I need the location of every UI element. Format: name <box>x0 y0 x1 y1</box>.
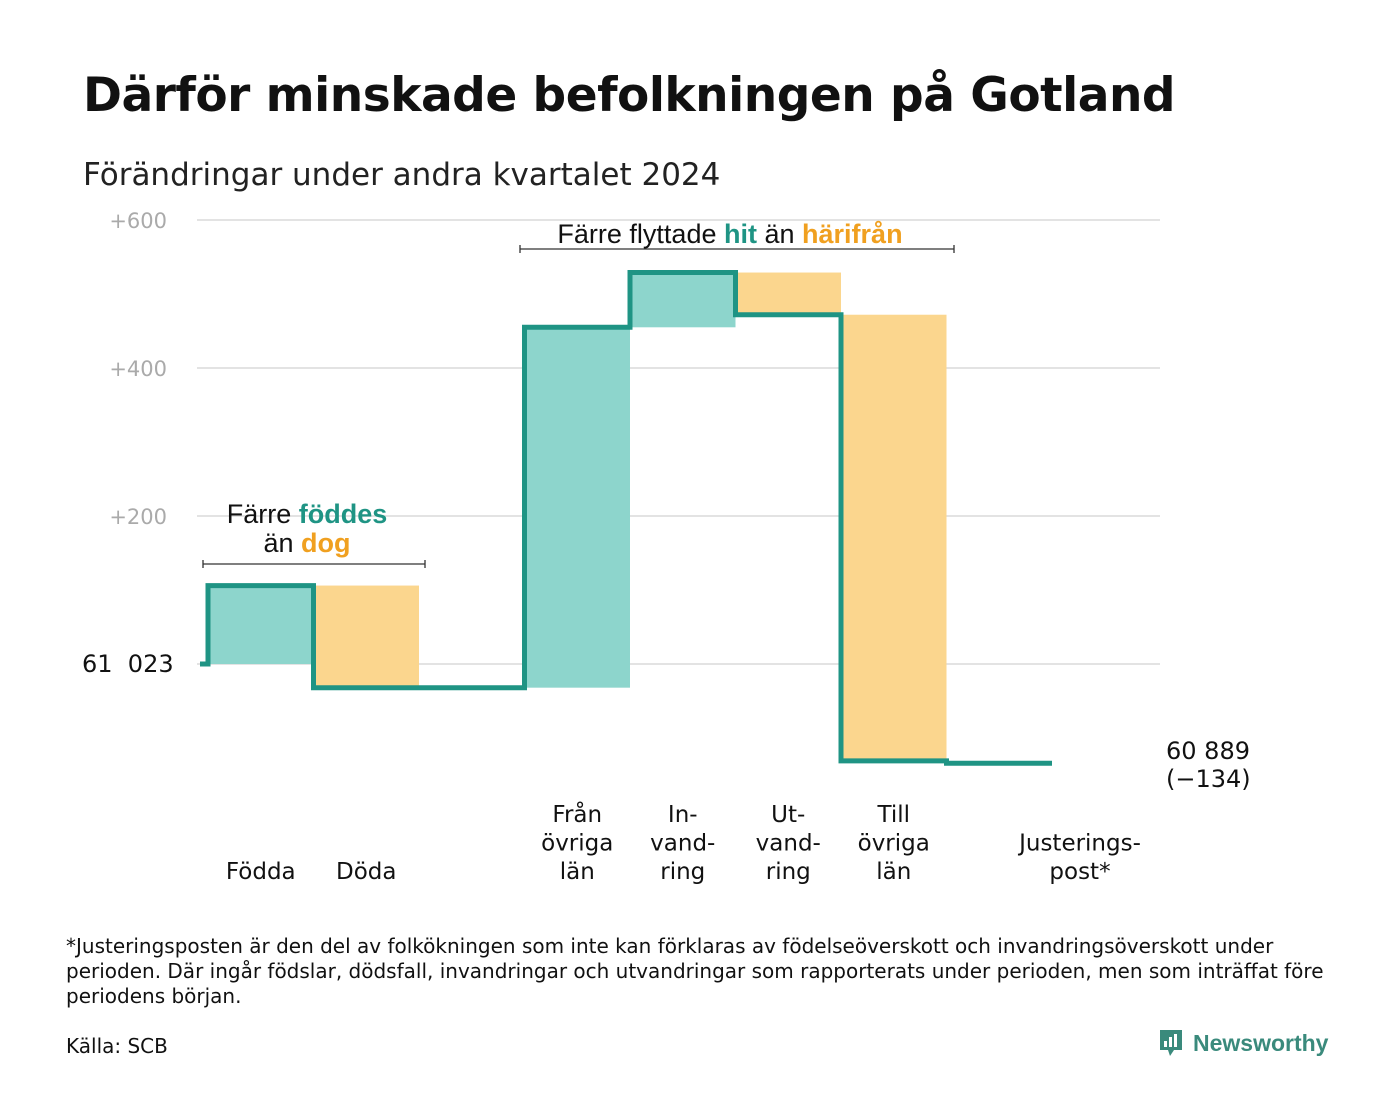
category-label: Döda <box>336 859 396 885</box>
bar-frånövrigalän <box>524 327 630 688</box>
y-tick-label: +600 <box>109 209 167 233</box>
category-label: ring <box>766 859 811 885</box>
y-tick-label: +200 <box>109 505 167 529</box>
category-label: vand- <box>756 831 821 857</box>
category-label: Födda <box>226 859 296 885</box>
category-label: Från <box>552 800 602 828</box>
newsworthy-logo: Newsworthy <box>1158 1028 1328 1058</box>
cumulative-step-line <box>200 270 1052 766</box>
category-label: län <box>876 859 911 885</box>
annotation-segment: än <box>757 219 802 249</box>
category-label: vand- <box>650 831 715 857</box>
category-label: ring <box>660 859 705 885</box>
annotation-segment: härifrån <box>802 219 903 249</box>
category-label: In- <box>668 802 698 828</box>
source-note: Källa: SCB <box>66 1034 168 1058</box>
newsworthy-logo-icon <box>1160 1030 1182 1056</box>
annotation-segment: föddes <box>299 499 388 529</box>
logo-text: Newsworthy <box>1193 1029 1329 1056</box>
bar-utvandring <box>735 272 841 315</box>
annotation-segment: hit <box>724 219 757 249</box>
bar-invandring <box>630 272 736 328</box>
chart-subtitle: Förändringar under andra kvartalet 2024 <box>83 157 721 193</box>
chart-title: Därför minskade befolkningen på Gotland <box>83 68 1176 123</box>
annotation-segment: Färre flyttade <box>557 219 724 249</box>
category-label: post* <box>1049 859 1110 885</box>
waterfall-chart: +200 +400 +600 61 023 60 889(−134) Födda Döda F… <box>82 209 1251 885</box>
start-value-label: 61 023 <box>82 650 174 678</box>
end-change-label: (−134) <box>1166 765 1251 793</box>
annotation-segment: Färre <box>227 499 299 529</box>
category-label: övriga <box>541 831 613 857</box>
category-label: Ut- <box>771 802 805 828</box>
annotation-segment: dog <box>301 528 350 558</box>
annotation-segment: än <box>263 528 301 558</box>
annotation-text: Färre flyttade hit än härifrån <box>557 219 902 249</box>
annotation-text: än dog <box>263 528 350 558</box>
category-label: Till <box>876 802 910 828</box>
end-value-label: 60 889 <box>1166 737 1250 765</box>
bar-födda <box>208 585 314 664</box>
bar-tillövrigalän <box>841 314 947 761</box>
category-label: övriga <box>858 831 930 857</box>
category-label: Justerings- <box>1017 831 1141 857</box>
annotation-text: Färre föddes <box>227 499 388 529</box>
y-tick-label: +400 <box>109 357 167 381</box>
bar-döda <box>313 585 419 688</box>
footnote: *Justeringsposten är den del av folkökni… <box>66 934 1324 1008</box>
category-label: län <box>560 859 595 885</box>
